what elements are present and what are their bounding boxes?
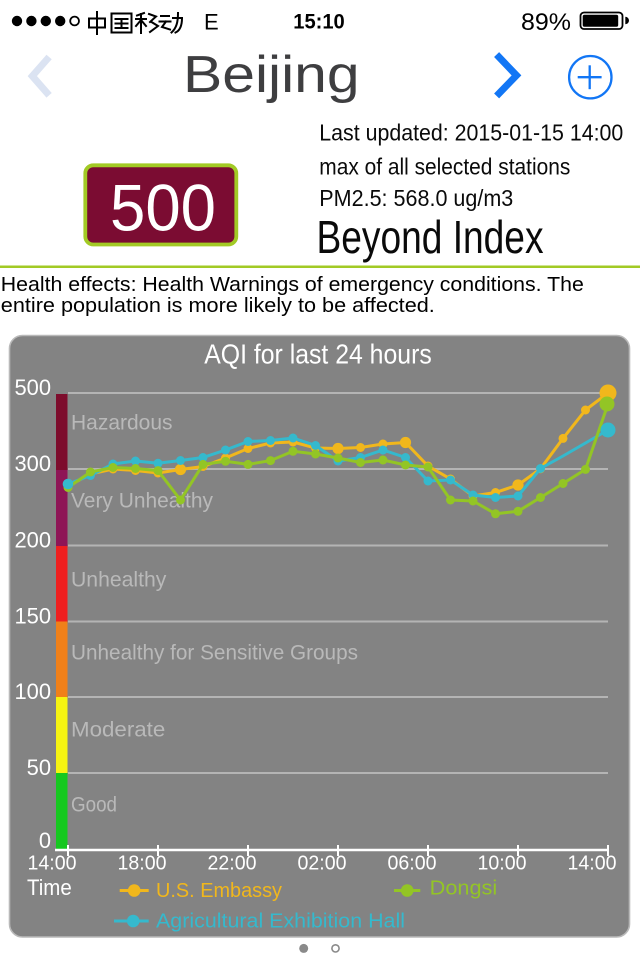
svg-text:Last updated: 2015-01-15 14:00: Last updated: 2015-01-15 14:00 — [319, 119, 623, 145]
svg-text:10:00: 10:00 — [478, 851, 527, 874]
svg-text:100: 100 — [14, 679, 51, 704]
svg-text:Unhealthy: Unhealthy — [71, 569, 167, 592]
svg-text:PM2.5: 568.0 ug/m3: PM2.5: 568.0 ug/m3 — [319, 185, 513, 211]
svg-text:AQI for last 24 hours: AQI for last 24 hours — [204, 339, 432, 370]
svg-text:Health effects: Health Warning: Health effects: Health Warnings of emerg… — [1, 273, 584, 296]
svg-text:500: 500 — [14, 375, 51, 400]
svg-text:Moderate: Moderate — [71, 719, 165, 742]
svg-text:06:00: 06:00 — [388, 851, 437, 874]
svg-text:Agricultural Exhibition Hall: Agricultural Exhibition Hall — [156, 909, 405, 932]
svg-text:U.S. Embassy: U.S. Embassy — [156, 879, 283, 902]
svg-text:02:00: 02:00 — [298, 851, 347, 874]
svg-text:Very Unhealthy: Very Unhealthy — [71, 489, 214, 512]
svg-text:Beyond Index: Beyond Index — [317, 211, 544, 263]
svg-text:Hazardous: Hazardous — [71, 411, 173, 434]
svg-text:89%: 89% — [521, 9, 571, 36]
svg-text:18:00: 18:00 — [118, 851, 167, 874]
svg-text:entire population is more like: entire population is more likely to be a… — [1, 294, 435, 317]
svg-text:Unhealthy for Sensitive Groups: Unhealthy for Sensitive Groups — [71, 642, 358, 665]
svg-text:15:10: 15:10 — [293, 10, 345, 34]
svg-text:14:00: 14:00 — [28, 851, 77, 874]
svg-text:300: 300 — [14, 451, 51, 476]
svg-text:200: 200 — [14, 528, 51, 553]
svg-text:14:00: 14:00 — [568, 851, 617, 874]
svg-text:Good: Good — [71, 794, 117, 817]
svg-text:Time: Time — [27, 875, 72, 900]
svg-text:0: 0 — [39, 828, 51, 853]
svg-text:150: 150 — [14, 604, 51, 629]
svg-text:E: E — [204, 10, 219, 35]
svg-text:500: 500 — [110, 171, 216, 245]
svg-text:max of all selected stations: max of all selected stations — [319, 153, 570, 179]
svg-text:50: 50 — [27, 755, 51, 780]
svg-text:Beijing: Beijing — [183, 46, 360, 104]
svg-text:22:00: 22:00 — [208, 851, 257, 874]
svg-text:Dongsi: Dongsi — [430, 877, 498, 900]
